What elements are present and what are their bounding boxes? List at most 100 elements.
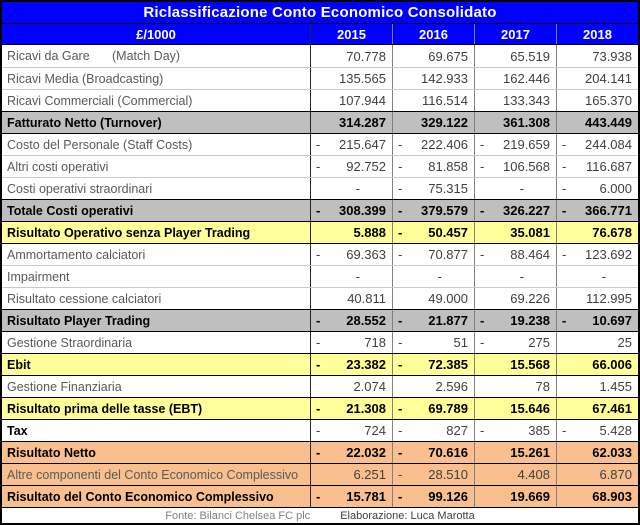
- row-label-text: Ricavi Commerciali (Commercial): [7, 93, 193, 108]
- value-cell-2017: -88.464: [474, 244, 556, 265]
- value-cell-2017: 133.343: [474, 90, 556, 111]
- value-cell-2016: -51: [392, 332, 474, 353]
- row-label-text: Risultato del Conto Economico Complessiv…: [7, 489, 274, 504]
- row-label: Fatturato Netto (Turnover): [2, 112, 310, 133]
- row-label: Ricavi Media (Broadcasting): [2, 68, 310, 89]
- value-cell-2017: 361.308: [474, 112, 556, 133]
- value-cell-2017: 65.519: [474, 45, 556, 67]
- table-row: Ricavi da Gare (Match Day) 70.778 69.675 65.…: [2, 45, 638, 67]
- row-label: Gestione Straordinaria: [2, 332, 310, 353]
- value-cell-2016: -827: [392, 420, 474, 441]
- value-cell-2017: 15.568: [474, 354, 556, 375]
- value-cell-2016: -99.126: [392, 486, 474, 507]
- table-row: Risultato prima delle tasse (EBT) -21.308…: [2, 397, 638, 419]
- value-cell-2015: 70.778: [310, 45, 392, 67]
- value-cell-2015: 2.074: [310, 376, 392, 397]
- value-cell-2015: 5.888: [310, 222, 392, 243]
- row-label-text: Totale Costi operativi: [7, 203, 134, 218]
- value-cell-2016: -28.510: [392, 464, 474, 485]
- table-row: Costi operativi straordinari - -75.315- -6.…: [2, 177, 638, 199]
- table-row: Risultato del Conto Economico Complessiv…: [2, 485, 638, 507]
- value-cell-2016: -50.457: [392, 222, 474, 243]
- row-label-secondary-text: (Match Day): [112, 49, 181, 63]
- table-row: Ammortamento calciatori -69.363-70.877-88…: [2, 243, 638, 265]
- value-cell-2015: -: [310, 178, 392, 199]
- row-label-text: Ricavi Media (Broadcasting): [7, 71, 164, 86]
- row-label-text: Altre componenti del Conto Economico Com…: [7, 467, 299, 482]
- value-cell-2018: 6.870: [556, 464, 638, 485]
- row-label-text: Altri costi operativi: [7, 159, 109, 174]
- value-cell-2017: 19.669: [474, 486, 556, 507]
- value-cell-2016: -75.315: [392, 178, 474, 199]
- value-cell-2016: 116.514: [392, 90, 474, 111]
- table-row: Ebit -23.382-72.385 15.568 66.006: [2, 353, 638, 375]
- value-cell-2017: 15.261: [474, 442, 556, 463]
- value-cell-2016: -: [392, 266, 474, 287]
- year-column-2016: 2016: [392, 24, 474, 44]
- value-cell-2016: -222.406: [392, 134, 474, 155]
- value-cell-2015: -69.363: [310, 244, 392, 265]
- row-label: Ricavi Commerciali (Commercial): [2, 90, 310, 111]
- row-label-text: Risultato cessione calciatori: [7, 291, 162, 306]
- table-row: Totale Costi operativi -308.399-379.579-3…: [2, 199, 638, 221]
- row-label: Ebit: [2, 354, 310, 375]
- row-label-text: Gestione Straordinaria: [7, 335, 133, 350]
- value-cell-2018: 68.903: [556, 486, 638, 507]
- value-cell-2018: 62.033: [556, 442, 638, 463]
- value-cell-2015: 135.565: [310, 68, 392, 89]
- value-cell-2018: 73.938: [556, 45, 638, 67]
- table-row: Fatturato Netto (Turnover) 314.287 329.122…: [2, 111, 638, 133]
- value-cell-2018: -5.428: [556, 420, 638, 441]
- row-label-text: Risultato Operativo senza Player Trading: [7, 225, 251, 240]
- value-cell-2015: 6.251: [310, 464, 392, 485]
- year-column-2015: 2015: [310, 24, 392, 44]
- table-row: Risultato Player Trading -28.552-21.877-1…: [2, 309, 638, 331]
- value-cell-2018: -123.692: [556, 244, 638, 265]
- value-cell-2016: -81.858: [392, 156, 474, 177]
- value-cell-2017: -385: [474, 420, 556, 441]
- header-row: £/1000 2015 2016 2017 2018: [2, 24, 638, 45]
- table-row: Tax -724-827-385-5.428: [2, 419, 638, 441]
- value-cell-2016: -70.616: [392, 442, 474, 463]
- value-cell-2018: -116.687: [556, 156, 638, 177]
- value-cell-2018: 76.678: [556, 222, 638, 243]
- table-title: Riclassificazione Conto Economico Consol…: [2, 2, 638, 24]
- row-label: Ammortamento calciatori: [2, 244, 310, 265]
- row-label: Ricavi da Gare (Match Day): [2, 45, 310, 67]
- value-cell-2018: 204.141: [556, 68, 638, 89]
- value-cell-2015: -308.399: [310, 200, 392, 221]
- value-cell-2017: -326.227: [474, 200, 556, 221]
- value-cell-2018: 165.370: [556, 90, 638, 111]
- value-cell-2018: -10.697: [556, 310, 638, 331]
- table-row: Altri costi operativi -92.752-81.858-106.…: [2, 155, 638, 177]
- value-cell-2018: -244.084: [556, 134, 638, 155]
- table-row: Costo del Personale (Staff Costs) -215.64…: [2, 133, 638, 155]
- row-label: Altre componenti del Conto Economico Com…: [2, 464, 310, 485]
- row-label: Altri costi operativi: [2, 156, 310, 177]
- value-cell-2015: 40.811: [310, 288, 392, 309]
- value-cell-2016: -379.579: [392, 200, 474, 221]
- row-label-text: Ammortamento calciatori: [7, 247, 146, 262]
- value-cell-2016: -70.877: [392, 244, 474, 265]
- value-cell-2017: -: [474, 266, 556, 287]
- row-label-text: Risultato Player Trading: [7, 313, 151, 328]
- table-body: Ricavi da Gare (Match Day) 70.778 69.675 65.…: [2, 45, 638, 507]
- value-cell-2016: 329.122: [392, 112, 474, 133]
- table-row: Risultato cessione calciatori 40.811 49.00…: [2, 287, 638, 309]
- value-cell-2017: 162.446: [474, 68, 556, 89]
- value-cell-2017: 4.408: [474, 464, 556, 485]
- row-label-text: Costo del Personale (Staff Costs): [7, 137, 193, 152]
- value-cell-2016: 2.596: [392, 376, 474, 397]
- table-row: Gestione Finanziaria 2.074 2.596 78 1.455: [2, 375, 638, 397]
- value-cell-2018: -: [556, 266, 638, 287]
- row-label: Risultato Player Trading: [2, 310, 310, 331]
- value-cell-2017: 78: [474, 376, 556, 397]
- table-row: Risultato Operativo senza Player Trading…: [2, 221, 638, 243]
- value-cell-2017: -: [474, 178, 556, 199]
- row-label: Risultato prima delle tasse (EBT): [2, 398, 310, 419]
- row-label: Costi operativi straordinari: [2, 178, 310, 199]
- table-row: Altre componenti del Conto Economico Com…: [2, 463, 638, 485]
- value-cell-2015: -92.752: [310, 156, 392, 177]
- value-cell-2018: 25: [556, 332, 638, 353]
- row-label-text: Ebit: [7, 357, 31, 372]
